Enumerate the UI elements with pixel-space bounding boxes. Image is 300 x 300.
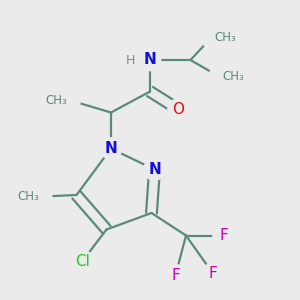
Text: F: F (208, 266, 217, 281)
Circle shape (26, 183, 52, 210)
Text: N: N (144, 52, 156, 68)
Circle shape (71, 250, 94, 272)
Circle shape (202, 262, 224, 285)
Text: H: H (126, 53, 135, 67)
Circle shape (143, 158, 166, 181)
Circle shape (208, 63, 236, 90)
Circle shape (139, 49, 161, 71)
Text: F: F (171, 268, 180, 283)
Text: CH₃: CH₃ (46, 94, 68, 107)
Circle shape (164, 264, 187, 287)
Text: O: O (172, 102, 184, 117)
Circle shape (54, 87, 81, 114)
Text: Cl: Cl (75, 254, 90, 268)
Text: N: N (148, 162, 161, 177)
Text: F: F (219, 228, 228, 243)
Text: CH₃: CH₃ (17, 190, 39, 203)
Circle shape (201, 24, 228, 51)
Text: CH₃: CH₃ (222, 70, 244, 83)
Circle shape (167, 98, 190, 121)
Text: CH₃: CH₃ (214, 31, 236, 44)
Circle shape (100, 137, 122, 160)
Text: N: N (105, 141, 117, 156)
Circle shape (212, 224, 235, 247)
